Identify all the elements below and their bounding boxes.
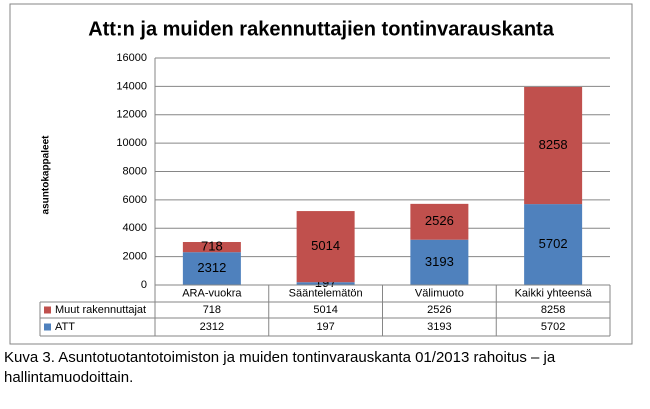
bar [524, 204, 583, 285]
table-value: 5702 [541, 321, 565, 333]
table-value: 718 [203, 304, 221, 316]
table-value: 197 [316, 321, 334, 333]
chart-title: Att:n ja muiden rakennuttajien tontinvar… [88, 18, 555, 40]
y-tick-label: 6000 [123, 194, 147, 206]
legend-swatch [44, 323, 51, 331]
data-label: 718 [201, 239, 223, 254]
data-label: 8258 [539, 137, 568, 152]
table-value: 2312 [200, 321, 224, 333]
legend-label: ATT [55, 321, 75, 333]
bar [410, 239, 469, 285]
bar [182, 242, 241, 253]
bar [410, 203, 469, 240]
table-value: 2526 [427, 304, 451, 316]
x-tick-label: Sääntelemätön [289, 287, 363, 299]
y-tick-label: 16000 [116, 52, 147, 64]
data-label: 5702 [539, 236, 568, 251]
bar [296, 211, 355, 283]
y-tick-label: 8000 [123, 165, 147, 177]
caption: Kuva 3. Asuntotuotantotoimiston ja muide… [4, 349, 556, 386]
x-tick-label: ARA-vuokra [182, 287, 242, 299]
y-tick-label: 2000 [123, 251, 147, 263]
y-tick-label: 12000 [116, 109, 147, 121]
y-tick-label: 14000 [116, 80, 147, 92]
y-axis-label: asuntokappaleet [41, 135, 52, 215]
data-label: 2312 [197, 260, 226, 275]
table-value: 8258 [541, 304, 565, 316]
data-label: 3193 [425, 254, 454, 269]
legend-swatch [44, 306, 51, 314]
y-tick-label: 4000 [123, 222, 147, 234]
data-label: 5014 [311, 238, 340, 253]
x-tick-label: Kaikki yhteensä [515, 287, 593, 299]
bar [296, 282, 355, 285]
x-tick-label: Välimuoto [415, 287, 464, 299]
table-value: 3193 [427, 321, 451, 333]
bar [524, 86, 583, 205]
y-tick-label: 10000 [116, 137, 147, 149]
bar [182, 252, 241, 285]
y-tick-label: 0 [141, 279, 147, 291]
table-value: 5014 [313, 304, 337, 316]
data-label: 2526 [425, 213, 454, 228]
legend-label: Muut rakennuttajat [55, 304, 146, 316]
